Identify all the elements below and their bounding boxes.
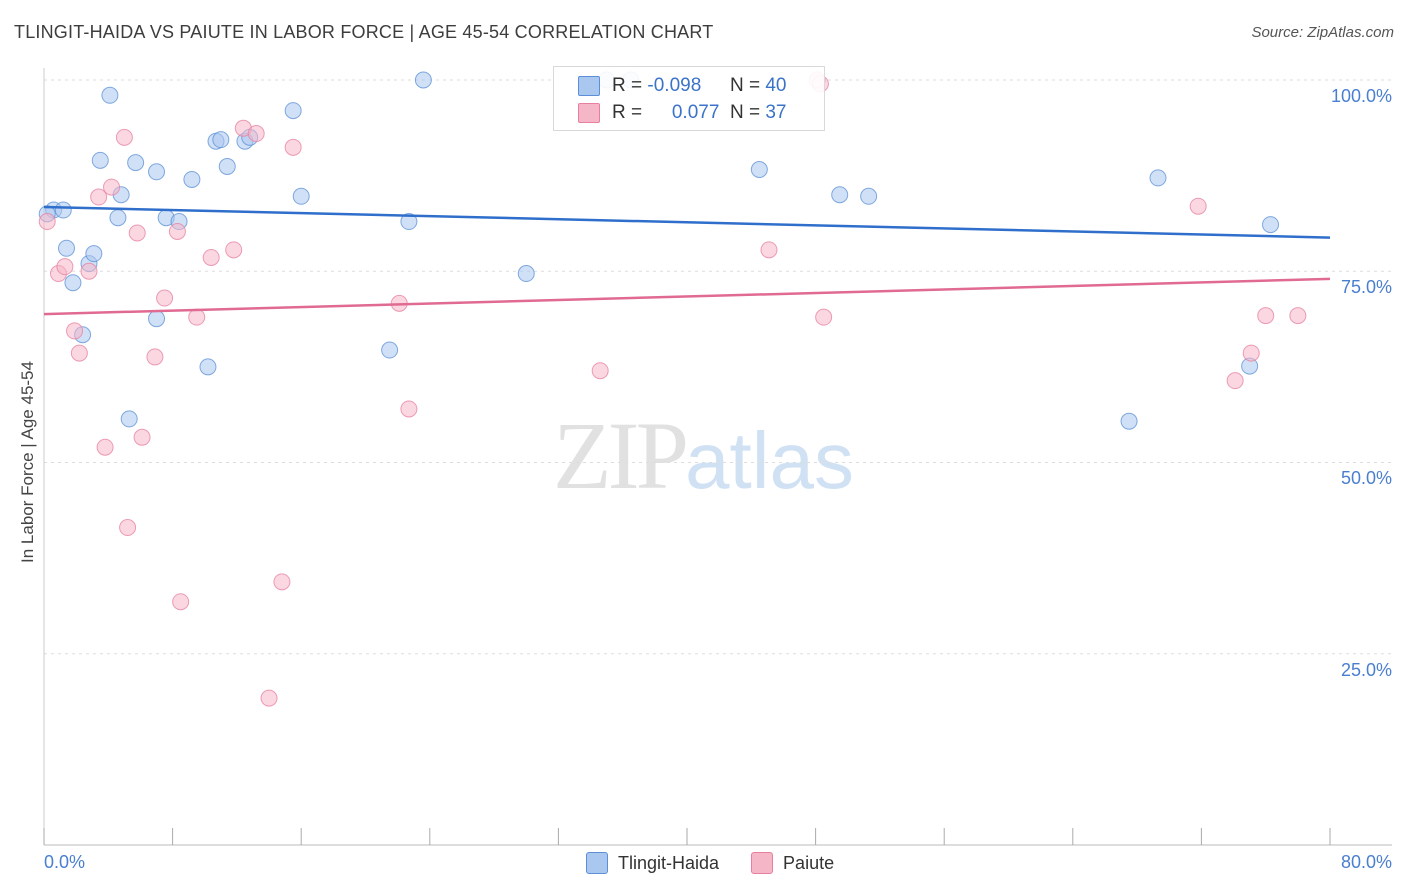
- point-tlingit-haida: [1149, 169, 1167, 187]
- point-tlingit-haida: [183, 170, 201, 188]
- legend-label-paiute: Paiute: [783, 852, 835, 873]
- point-tlingit-haida: [212, 131, 230, 149]
- point-tlingit-haida: [101, 86, 119, 104]
- trendline-tlingit-haida: [43, 205, 1331, 239]
- y-tick-label-25: 25.0%: [1340, 660, 1392, 680]
- point-tlingit-haida: [148, 163, 166, 181]
- point-paiute: [1289, 307, 1307, 325]
- point-tlingit-haida: [860, 187, 878, 205]
- point-paiute: [1189, 197, 1207, 215]
- point-paiute: [1257, 307, 1275, 325]
- point-paiute: [56, 258, 74, 276]
- point-tlingit-haida: [91, 151, 109, 169]
- point-paiute: [760, 241, 778, 259]
- point-paiute: [591, 362, 609, 380]
- point-paiute: [70, 344, 88, 362]
- legend-n-value: 40: [765, 75, 787, 96]
- point-paiute: [260, 689, 278, 707]
- point-paiute: [156, 289, 174, 307]
- point-paiute: [119, 519, 137, 537]
- point-paiute: [1226, 372, 1244, 390]
- trendline-paiute: [43, 277, 1331, 316]
- x-tick-label-max: 80.0%: [1340, 852, 1392, 872]
- point-paiute: [284, 138, 302, 156]
- legend-n-label: N =: [729, 102, 761, 123]
- legend-swatch-paiute: [578, 103, 600, 123]
- point-tlingit-haida: [58, 239, 76, 257]
- point-tlingit-haida: [400, 213, 418, 231]
- point-tlingit-haida: [284, 102, 302, 120]
- point-paiute: [103, 178, 121, 196]
- point-tlingit-haida: [64, 274, 82, 292]
- point-paiute: [96, 438, 114, 456]
- point-paiute: [146, 348, 164, 366]
- point-tlingit-haida: [120, 410, 138, 428]
- legend-r-value: -0.098: [647, 75, 702, 96]
- legend-swatch-paiute: [751, 852, 774, 874]
- point-tlingit-haida: [109, 209, 127, 227]
- point-tlingit-haida: [54, 201, 72, 219]
- point-paiute: [80, 262, 98, 280]
- point-tlingit-haida: [127, 154, 145, 172]
- source-label: Source: ZipAtlas.com: [1251, 24, 1394, 41]
- point-tlingit-haida: [218, 157, 236, 175]
- legend-swatch-tlingit: [586, 852, 608, 874]
- correlation-legend: R = -0.098 N = 40 R = 0.077 N = 37: [553, 66, 825, 131]
- point-paiute: [115, 128, 133, 146]
- point-tlingit-haida: [1120, 412, 1138, 430]
- legend-row-paiute: R = 0.077 N = 37: [578, 101, 786, 125]
- y-axis-label: In Labor Force | Age 45-54: [18, 361, 37, 563]
- point-paiute: [400, 400, 418, 418]
- legend-swatch-tlingit: [578, 76, 600, 96]
- legend-r-value: 0.077: [671, 102, 720, 123]
- point-paiute: [188, 308, 206, 326]
- legend-row-tlingit: R = -0.098 N = 40: [578, 74, 786, 98]
- x-tick-label-min: 0.0%: [44, 852, 86, 872]
- point-tlingit-haida: [148, 310, 166, 328]
- legend-label-tlingit: Tlingit-Haida: [618, 852, 720, 873]
- legend-n-label: N =: [729, 75, 761, 96]
- point-paiute: [815, 308, 833, 326]
- point-tlingit-haida: [199, 358, 217, 376]
- point-paiute: [273, 573, 291, 591]
- series-legend: Tlingit-Haida Paiute: [586, 852, 834, 874]
- point-tlingit-haida: [85, 245, 103, 263]
- point-tlingit-haida: [831, 186, 849, 204]
- point-paiute: [168, 222, 186, 240]
- y-tick-label-75: 75.0%: [1340, 277, 1392, 297]
- point-tlingit-haida: [414, 71, 432, 89]
- point-paiute: [172, 593, 190, 611]
- point-paiute: [225, 241, 243, 259]
- point-paiute: [38, 213, 56, 231]
- watermark: ZIPatlas: [553, 400, 854, 511]
- legend-r-label: R =: [612, 102, 643, 123]
- point-tlingit-haida: [517, 265, 535, 283]
- point-paiute: [133, 428, 151, 446]
- point-paiute: [202, 248, 220, 266]
- legend-n-value: 37: [765, 102, 787, 123]
- watermark-zip: ZIP: [553, 402, 689, 509]
- point-tlingit-haida: [1262, 216, 1280, 234]
- watermark-atlas: atlas: [685, 416, 854, 505]
- point-paiute: [128, 224, 146, 242]
- point-paiute: [247, 125, 265, 143]
- point-tlingit-haida: [292, 187, 310, 205]
- point-tlingit-haida: [750, 161, 768, 179]
- y-tick-label-50: 50.0%: [1340, 468, 1392, 488]
- point-paiute: [66, 322, 84, 340]
- point-paiute: [90, 188, 108, 206]
- legend-r-label: R =: [612, 75, 643, 96]
- point-paiute: [1242, 344, 1260, 362]
- point-tlingit-haida: [381, 341, 399, 359]
- y-tick-label-100: 100.0%: [1330, 86, 1392, 106]
- chart-title: TLINGIT-HAIDA VS PAIUTE IN LABOR FORCE |…: [14, 22, 714, 42]
